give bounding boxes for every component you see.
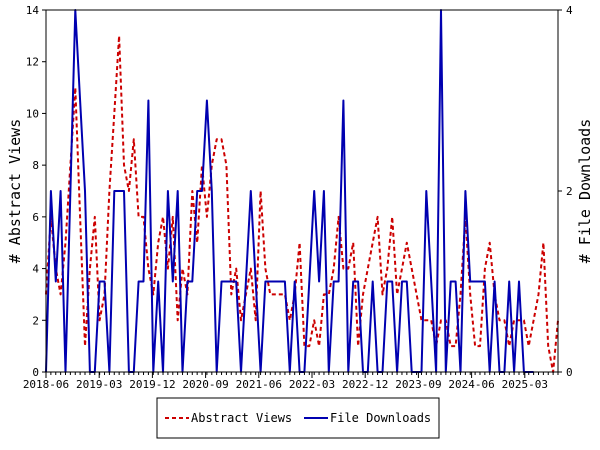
x-tick-label: 2025-03 [502, 378, 548, 391]
y-tick-label: 4 [32, 263, 39, 276]
x-tick-label: 2019-03 [76, 378, 122, 391]
y-tick-label: 6 [32, 211, 39, 224]
x-tick-label: 2022-12 [342, 378, 388, 391]
legend-abstract-views-label: Abstract Views [191, 411, 292, 425]
legend-file-downloads-label: File Downloads [330, 411, 431, 425]
y2-tick-label: 2 [566, 185, 573, 198]
y-tick-label: 0 [32, 366, 39, 379]
y2-tick-label: 0 [566, 366, 573, 379]
x-tick-label: 2024-06 [448, 378, 494, 391]
y-tick-label: 14 [26, 4, 40, 17]
x-tick-label: 2019-12 [129, 378, 175, 391]
x-tick-label: 2022-03 [289, 378, 335, 391]
legend-box [156, 397, 440, 439]
legend: Abstract Views File Downloads [156, 397, 440, 439]
series-line-abstract-views [45, 34, 559, 373]
y-tick-label: 8 [32, 159, 39, 172]
y-tick-label: 12 [26, 56, 39, 69]
x-tick-label: 2021-06 [236, 378, 282, 391]
y-tick-label: 2 [32, 314, 39, 327]
x-tick-label: 2018-06 [23, 378, 69, 391]
y2-axis-title: # File Downloads [576, 119, 594, 264]
y-tick-label: 10 [26, 107, 39, 120]
x-tick-label: 2020-09 [182, 378, 228, 391]
y2-tick-label: 4 [566, 4, 573, 17]
y-axis-title: # Abstract Views [6, 119, 24, 264]
x-tick-label: 2023-09 [395, 378, 441, 391]
